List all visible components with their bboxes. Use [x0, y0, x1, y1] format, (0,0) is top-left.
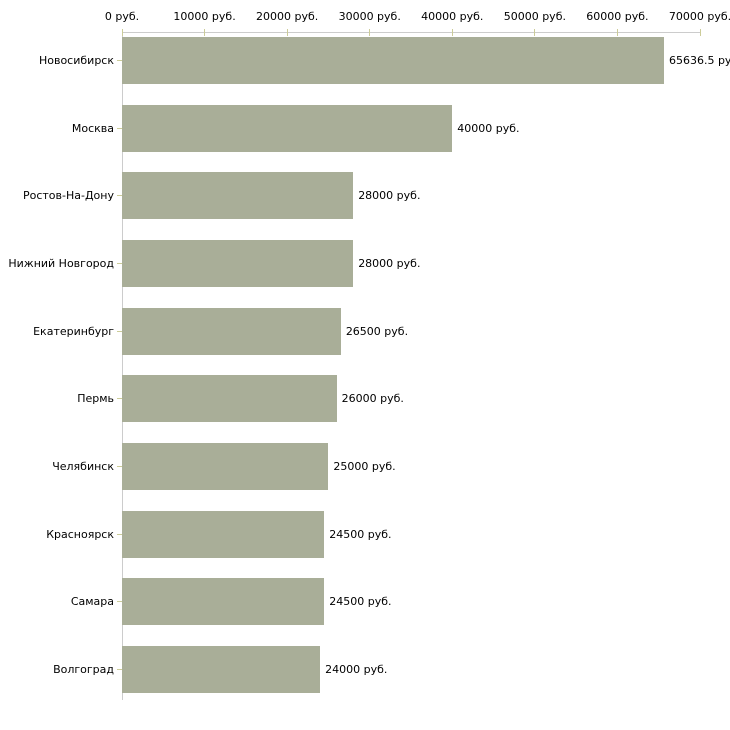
- category-label: Красноярск: [46, 527, 114, 541]
- y-axis-tick-mark: [117, 669, 122, 671]
- x-axis-tick-mark: [616, 29, 618, 36]
- bar: [122, 36, 664, 84]
- x-axis-line: [122, 32, 700, 33]
- x-axis-tick-mark: [121, 29, 123, 36]
- y-axis-tick-mark: [117, 398, 122, 400]
- bar-row: Самара 24500 руб.: [0, 568, 730, 636]
- y-axis-tick-mark: [117, 127, 122, 129]
- bar: [122, 172, 354, 220]
- bar: [122, 443, 329, 491]
- x-axis-tick-mark: [534, 29, 536, 36]
- bar-row: Ростов-На-Дону 28000 руб.: [0, 162, 730, 230]
- category-label: Москва: [71, 121, 114, 135]
- value-label: 26500 руб.: [345, 324, 409, 338]
- y-axis-line: [122, 32, 123, 700]
- x-axis-tick-mark: [204, 29, 206, 36]
- category-label: Челябинск: [52, 460, 114, 474]
- x-axis-tick-label: 30000 руб.: [338, 10, 401, 23]
- category-label: Пермь: [77, 392, 114, 406]
- value-label: 28000 руб.: [358, 257, 421, 270]
- bar: [122, 240, 354, 287]
- x-axis-tick-mark: [286, 29, 288, 36]
- bar-row: Челябинск 25000 руб.: [0, 433, 730, 501]
- bar: [122, 578, 325, 626]
- x-axis-tick-label: 60000 руб.: [586, 10, 649, 23]
- bar-row: Екатеринбург 26500 руб.: [0, 297, 730, 365]
- x-axis-tick-label: 40000 руб.: [421, 10, 484, 23]
- y-axis-tick-mark: [117, 59, 122, 61]
- bar: [122, 646, 321, 694]
- category-label: Екатеринбург: [33, 324, 114, 338]
- x-axis-tick-label: 0 руб.: [104, 10, 140, 23]
- y-axis-tick-mark: [117, 330, 122, 332]
- bar-row: Красноярск 24500 руб.: [0, 500, 730, 568]
- value-label: 24500 руб.: [329, 595, 392, 609]
- bar: [122, 307, 341, 355]
- x-axis-tick-label: 70000 руб.: [668, 10, 730, 23]
- bar: [122, 104, 453, 152]
- value-label: 24000 руб.: [325, 663, 388, 677]
- bar-rows: Новосибирск 65636.5 руб. Москва 40000 ру…: [0, 27, 730, 704]
- category-label: Нижний Новгород: [8, 257, 114, 270]
- value-label: 24500 руб.: [329, 527, 392, 541]
- value-label: 65636.5 руб.: [668, 53, 730, 67]
- bar-row: Москва 40000 руб.: [0, 94, 730, 162]
- value-label: 28000 руб.: [358, 189, 421, 203]
- category-label: Новосибирск: [38, 53, 114, 67]
- value-label: 25000 руб.: [333, 460, 396, 474]
- x-axis-tick-label: 10000 руб.: [173, 10, 236, 23]
- x-axis-tick-mark: [369, 29, 371, 36]
- x-axis-tick-mark: [451, 29, 453, 36]
- bar-row: Волгоград 24000 руб.: [0, 636, 730, 704]
- bar-row: Нижний Новгород 28000 руб.: [0, 230, 730, 298]
- category-label: Ростов-На-Дону: [22, 189, 114, 203]
- y-axis-tick-mark: [117, 263, 122, 264]
- bar-row: Новосибирск 65636.5 руб.: [0, 27, 730, 95]
- bar: [122, 510, 325, 558]
- x-axis-tick-label: 50000 руб.: [503, 10, 566, 23]
- x-axis-tick-label: 20000 руб.: [256, 10, 319, 23]
- x-axis-tick-mark: [699, 29, 701, 36]
- bar: [122, 375, 337, 423]
- y-axis-tick-mark: [117, 466, 122, 468]
- value-label: 26000 руб.: [341, 392, 404, 406]
- category-label: Волгоград: [53, 663, 114, 677]
- y-axis-tick-mark: [117, 195, 122, 197]
- category-label: Самара: [70, 595, 114, 609]
- y-axis-tick-mark: [117, 601, 122, 603]
- bar-row: Пермь 26000 руб.: [0, 365, 730, 433]
- y-axis-tick-mark: [117, 533, 122, 535]
- value-label: 40000 руб.: [457, 121, 520, 135]
